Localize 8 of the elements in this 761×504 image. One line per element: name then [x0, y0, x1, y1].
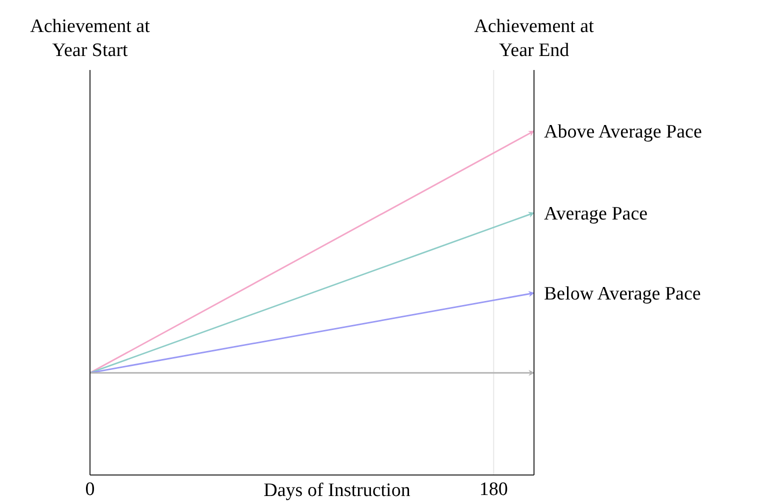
x-tick-label: 180 — [479, 479, 508, 500]
series-label: Below Average Pace — [544, 284, 701, 305]
series-label: Above Average Pace — [544, 122, 702, 143]
text: Achievement at Year End — [474, 16, 595, 61]
text: Achievement at Year Start — [30, 16, 151, 61]
x-axis-title: Days of Instruction — [264, 480, 411, 501]
series-label: Average Pace — [544, 204, 648, 225]
x-tick-label: 0 — [85, 479, 95, 500]
